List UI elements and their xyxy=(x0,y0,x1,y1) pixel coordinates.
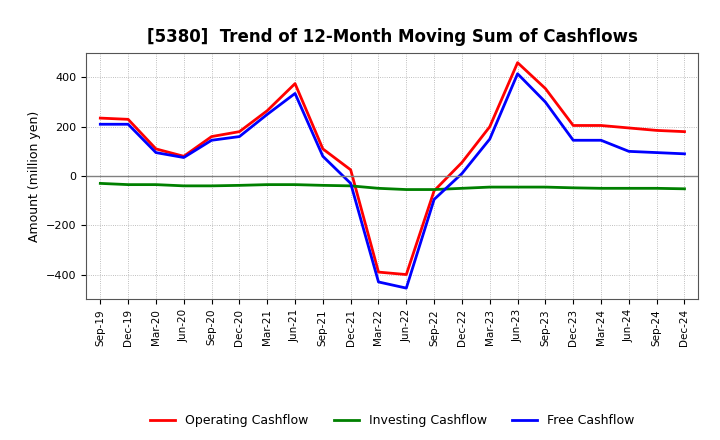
Operating Cashflow xyxy=(96,115,104,121)
Investing Cashflow xyxy=(96,181,104,186)
Free Cashflow xyxy=(235,134,243,139)
Investing Cashflow xyxy=(235,183,243,188)
Investing Cashflow xyxy=(374,186,383,191)
Operating Cashflow xyxy=(485,124,494,129)
Investing Cashflow xyxy=(624,186,633,191)
Investing Cashflow xyxy=(207,183,216,188)
Free Cashflow xyxy=(652,150,661,155)
Investing Cashflow xyxy=(458,186,467,191)
Investing Cashflow xyxy=(291,182,300,187)
Operating Cashflow xyxy=(597,123,606,128)
Line: Free Cashflow: Free Cashflow xyxy=(100,74,685,288)
Free Cashflow xyxy=(318,154,327,159)
Free Cashflow xyxy=(263,112,271,117)
Operating Cashflow xyxy=(179,154,188,159)
Investing Cashflow xyxy=(485,184,494,190)
Free Cashflow xyxy=(541,99,550,105)
Operating Cashflow xyxy=(652,128,661,133)
Operating Cashflow xyxy=(318,146,327,151)
Investing Cashflow xyxy=(263,182,271,187)
Operating Cashflow xyxy=(207,134,216,139)
Investing Cashflow xyxy=(513,184,522,190)
Operating Cashflow xyxy=(263,108,271,114)
Line: Investing Cashflow: Investing Cashflow xyxy=(100,183,685,190)
Free Cashflow xyxy=(402,286,410,291)
Legend: Operating Cashflow, Investing Cashflow, Free Cashflow: Operating Cashflow, Investing Cashflow, … xyxy=(145,409,639,432)
Free Cashflow xyxy=(680,151,689,157)
Operating Cashflow xyxy=(680,129,689,134)
Free Cashflow xyxy=(624,149,633,154)
Operating Cashflow xyxy=(513,60,522,65)
Investing Cashflow xyxy=(124,182,132,187)
Free Cashflow xyxy=(346,181,355,186)
Operating Cashflow xyxy=(346,167,355,172)
Free Cashflow xyxy=(458,171,467,176)
Title: [5380]  Trend of 12-Month Moving Sum of Cashflows: [5380] Trend of 12-Month Moving Sum of C… xyxy=(147,28,638,46)
Investing Cashflow xyxy=(430,187,438,192)
Investing Cashflow xyxy=(179,183,188,188)
Operating Cashflow xyxy=(124,117,132,122)
Free Cashflow xyxy=(207,138,216,143)
Free Cashflow xyxy=(179,155,188,160)
Free Cashflow xyxy=(430,197,438,202)
Investing Cashflow xyxy=(346,183,355,188)
Investing Cashflow xyxy=(569,185,577,191)
Investing Cashflow xyxy=(597,186,606,191)
Operating Cashflow xyxy=(624,125,633,131)
Operating Cashflow xyxy=(430,188,438,194)
Free Cashflow xyxy=(569,138,577,143)
Investing Cashflow xyxy=(318,183,327,188)
Operating Cashflow xyxy=(152,146,161,151)
Operating Cashflow xyxy=(402,272,410,277)
Free Cashflow xyxy=(485,136,494,142)
Free Cashflow xyxy=(152,150,161,155)
Y-axis label: Amount (million yen): Amount (million yen) xyxy=(27,110,40,242)
Operating Cashflow xyxy=(235,129,243,134)
Free Cashflow xyxy=(513,71,522,77)
Line: Operating Cashflow: Operating Cashflow xyxy=(100,62,685,275)
Free Cashflow xyxy=(124,121,132,127)
Free Cashflow xyxy=(597,138,606,143)
Operating Cashflow xyxy=(541,86,550,91)
Operating Cashflow xyxy=(458,160,467,165)
Operating Cashflow xyxy=(374,269,383,275)
Free Cashflow xyxy=(96,121,104,127)
Investing Cashflow xyxy=(402,187,410,192)
Investing Cashflow xyxy=(680,186,689,191)
Investing Cashflow xyxy=(152,182,161,187)
Free Cashflow xyxy=(374,279,383,285)
Free Cashflow xyxy=(291,91,300,96)
Operating Cashflow xyxy=(291,81,300,86)
Operating Cashflow xyxy=(569,123,577,128)
Investing Cashflow xyxy=(652,186,661,191)
Investing Cashflow xyxy=(541,184,550,190)
